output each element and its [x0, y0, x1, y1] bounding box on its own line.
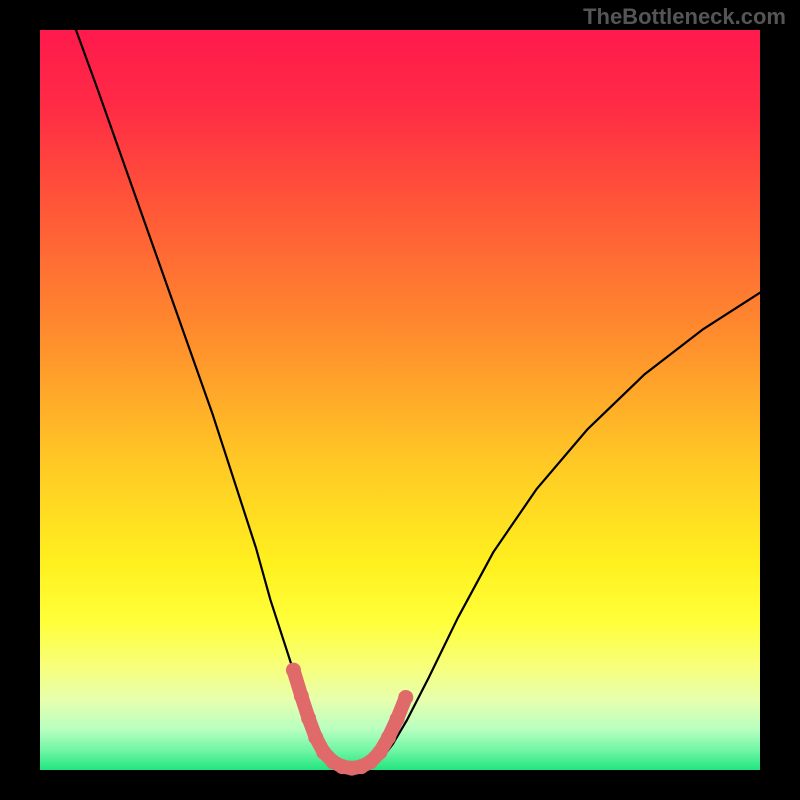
marker-dot	[308, 730, 323, 745]
watermark-text: TheBottleneck.com	[583, 4, 786, 30]
chart-frame: TheBottleneck.com	[0, 0, 800, 800]
marker-dot	[381, 730, 396, 745]
marker-dot	[398, 690, 413, 705]
plot-background-gradient	[40, 30, 760, 770]
bottleneck-chart	[0, 0, 800, 800]
marker-dot	[286, 663, 301, 678]
marker-dot	[390, 711, 405, 726]
marker-dot	[294, 689, 309, 704]
marker-dot	[301, 711, 316, 726]
marker-dot	[372, 745, 387, 760]
